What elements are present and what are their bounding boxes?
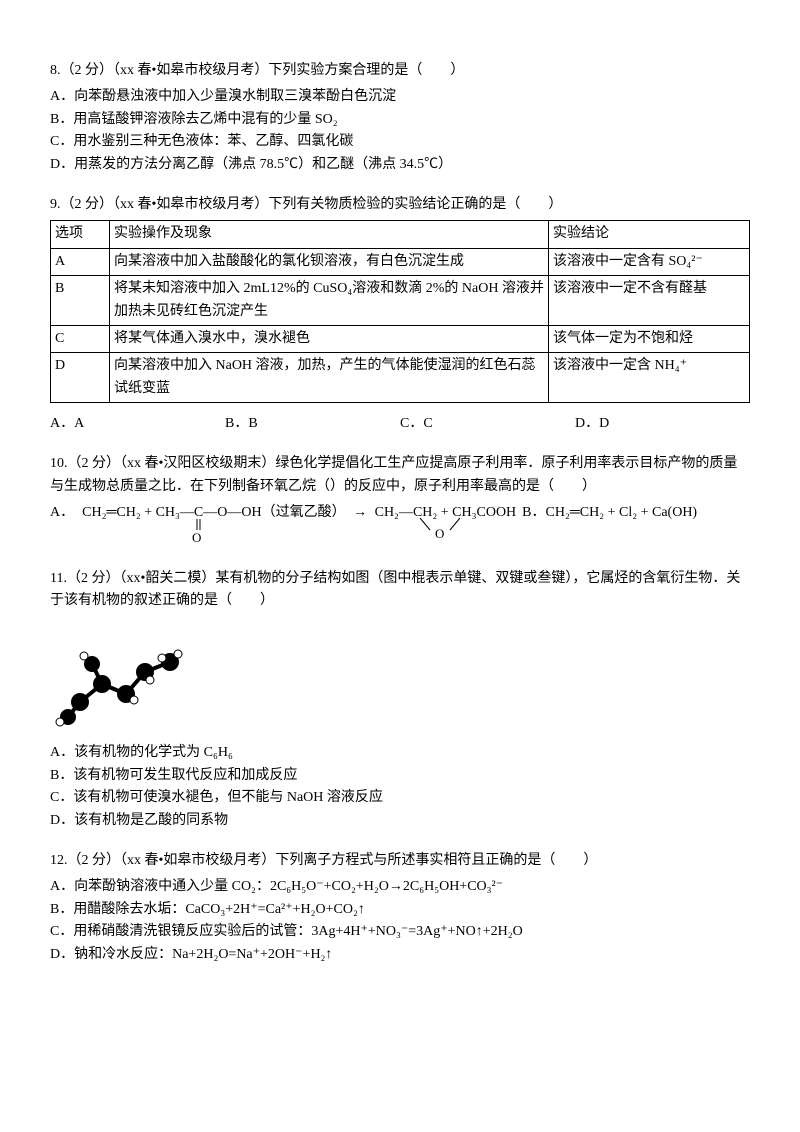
svg-text:O: O	[192, 530, 201, 545]
q10-label-a: A．	[50, 502, 74, 524]
q9-answer-choices: A．A B．B C．C D．D	[50, 413, 750, 435]
q8-stem: 8.（2 分）（xx 春•如皋市校级月考）下列实验方案合理的是（ ）	[50, 60, 750, 82]
table-cell: A	[51, 248, 110, 275]
q8-option-a: A．向苯酚悬浊液中加入少量溴水制取三溴苯酚白色沉淀	[50, 86, 750, 108]
q11-option-d: D．该有机物是乙酸的同系物	[50, 810, 750, 832]
table-cell: 该溶液中一定含有 SO₄²⁻	[549, 248, 750, 275]
q9-choice-b: B．B	[225, 413, 400, 435]
q10-stem: 10.（2 分）（xx 春•汉阳区校级期末）绿色化学提倡化工生产应提高原子利用率…	[50, 453, 750, 498]
q12-option-c: C．用稀硝酸清洗银镜反应实验后的试管：3Ag+4H⁺+NO₃⁻=3Ag⁺+NO↑…	[50, 921, 750, 943]
table-cell: D	[51, 353, 110, 403]
q10-reaction-a: CH₂═CH₂ + CH₃—C—O—OH（过氧乙酸） → CH₂—CH₂ + C…	[82, 502, 516, 524]
q8-option-b: B．用高锰酸钾溶液除去乙烯中混有的少量 SO₂	[50, 109, 750, 131]
table-row: C 将某气体通入溴水中，溴水褪色 该气体一定为不饱和烃	[51, 325, 750, 352]
question-12: 12.（2 分）（xx 春•如皋市校级月考）下列离子方程式与所述事实相符且正确的…	[50, 850, 750, 966]
table-cell: 向某溶液中加入盐酸酸化的氯化钡溶液，有白色沉淀生成	[110, 248, 549, 275]
header-cell: 实验结论	[549, 221, 750, 248]
q9-stem: 9.（2 分）（xx 春•如皋市校级月考）下列有关物质检验的实验结论正确的是（ …	[50, 194, 750, 216]
question-10: 10.（2 分）（xx 春•汉阳区校级期末）绿色化学提倡化工生产应提高原子利用率…	[50, 453, 750, 549]
q8-option-d: D．用蒸发的方法分离乙醇（沸点 78.5℃）和乙醚（沸点 34.5℃）	[50, 154, 750, 176]
q10-reactions: A． CH₂═CH₂ + CH₃—C—O—OH（过氧乙酸） → CH₂—CH₂ …	[50, 502, 750, 524]
table-cell: 该溶液中一定含 NH₄⁺	[549, 353, 750, 403]
table-cell: C	[51, 325, 110, 352]
q8-option-c: C．用水鉴别三种无色液体：苯、乙醇、四氯化碳	[50, 131, 750, 153]
q12-option-b: B．用醋酸除去水垢：CaCO₃+2H⁺=Ca²⁺+H₂O+CO₂↑	[50, 899, 750, 921]
q11-option-b: B．该有机物可发生取代反应和加成反应	[50, 765, 750, 787]
q9-choice-c: C．C	[400, 413, 575, 435]
svg-text:O: O	[435, 526, 444, 541]
q11-option-a: A．该有机物的化学式为 C₆H₆	[50, 742, 750, 764]
table-cell: B	[51, 276, 110, 326]
question-8: 8.（2 分）（xx 春•如皋市校级月考）下列实验方案合理的是（ ） A．向苯酚…	[50, 60, 750, 176]
table-cell: 该气体一定为不饱和烃	[549, 325, 750, 352]
q12-stem: 12.（2 分）（xx 春•如皋市校级月考）下列离子方程式与所述事实相符且正确的…	[50, 850, 750, 872]
q12-option-d: D．钠和冷水反应：Na+2H₂O=Na⁺+2OH⁻+H₂↑	[50, 944, 750, 966]
table-cell: 向某溶液中加入 NaOH 溶液，加热，产生的气体能使湿润的红色石蕊试纸变蓝	[110, 353, 549, 403]
molecule-structure-icon	[50, 622, 180, 732]
q10-reaction-b: CH₂═CH₂ + Cl₂ + Ca(OH)	[546, 502, 698, 524]
q11-stem: 11.（2 分）（xx•韶关二模）某有机物的分子结构如图（图中棍表示单键、双键或…	[50, 568, 750, 613]
q9-choice-a: A．A	[50, 413, 225, 435]
table-row: B 将某未知溶液中加入 2mL12%的 CuSO₄溶液和数滴 2%的 NaOH …	[51, 276, 750, 326]
table-row: A 向某溶液中加入盐酸酸化的氯化钡溶液，有白色沉淀生成 该溶液中一定含有 SO₄…	[51, 248, 750, 275]
q12-option-a: A．向苯酚钠溶液中通入少量 CO₂：2C₆H₅O⁻+CO₂+H₂O→2C₆H₅O…	[50, 876, 750, 898]
table-row: D 向某溶液中加入 NaOH 溶液，加热，产生的气体能使湿润的红色石蕊试纸变蓝 …	[51, 353, 750, 403]
question-11: 11.（2 分）（xx•韶关二模）某有机物的分子结构如图（图中棍表示单键、双键或…	[50, 568, 750, 832]
table-cell: 该溶液中一定不含有醛基	[549, 276, 750, 326]
header-cell: 实验操作及现象	[110, 221, 549, 248]
q9-table: 选项 实验操作及现象 实验结论 A 向某溶液中加入盐酸酸化的氯化钡溶液，有白色沉…	[50, 220, 750, 403]
question-9: 9.（2 分）（xx 春•如皋市校级月考）下列有关物质检验的实验结论正确的是（ …	[50, 194, 750, 436]
header-cell: 选项	[51, 221, 110, 248]
q11-option-c: C．该有机物可使溴水褪色，但不能与 NaOH 溶液反应	[50, 787, 750, 809]
table-header-row: 选项 实验操作及现象 实验结论	[51, 221, 750, 248]
table-cell: 将某未知溶液中加入 2mL12%的 CuSO₄溶液和数滴 2%的 NaOH 溶液…	[110, 276, 549, 326]
reaction-a-structure-icon: O O	[82, 516, 542, 546]
q9-choice-d: D．D	[575, 413, 750, 435]
table-cell: 将某气体通入溴水中，溴水褪色	[110, 325, 549, 352]
